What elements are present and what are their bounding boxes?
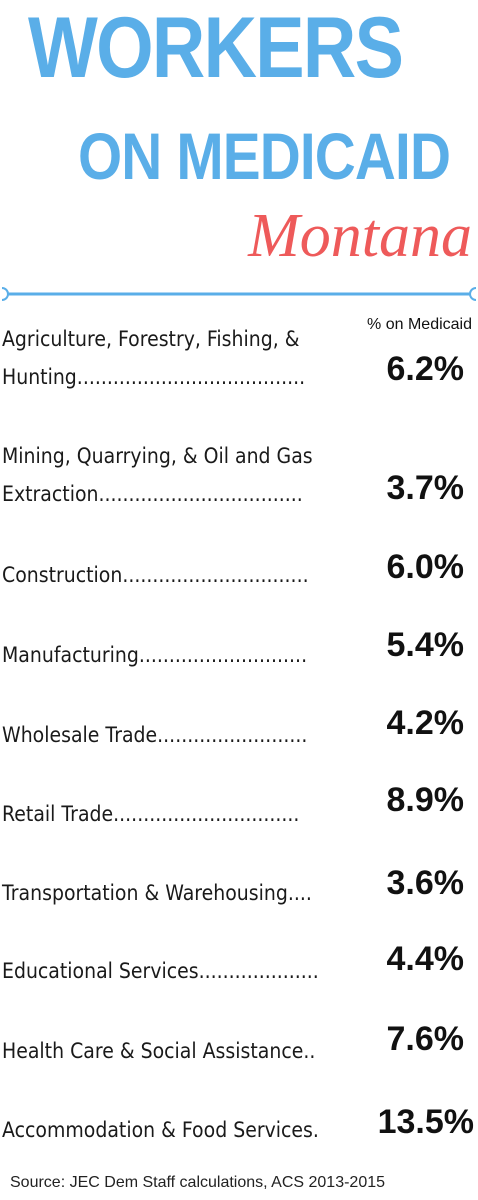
list-item: Manufacturing...........................… <box>0 626 478 676</box>
list-item: Construction............................… <box>0 548 478 596</box>
medicaid-percent: 7.6% <box>386 1020 465 1058</box>
title-state: Montana <box>248 202 472 270</box>
medicaid-percent: 4.4% <box>386 940 465 978</box>
column-header: % on Medicaid <box>367 316 472 333</box>
medicaid-percent: 4.2% <box>386 704 465 742</box>
medicaid-percent: 8.9% <box>386 781 465 819</box>
industry-label: Transportation & Warehousing.... <box>2 881 312 905</box>
list-item: Wholesale Trade.........................… <box>0 704 478 756</box>
medicaid-percent: 3.7% <box>386 469 465 507</box>
industry-label: Manufacturing...........................… <box>2 643 308 667</box>
industry-label: Accommodation & Food Services. <box>2 1118 319 1142</box>
industry-label: Wholesale Trade......................... <box>2 723 308 747</box>
medicaid-percent: 13.5% <box>377 1103 474 1141</box>
medicaid-percent: 3.6% <box>386 864 465 902</box>
industry-label-cont: Extraction..............................… <box>2 482 303 506</box>
title-on-medicaid: ON MEDICAID <box>78 119 451 193</box>
industry-label: Agriculture, Forestry, Fishing, & <box>2 327 300 351</box>
industry-label: Construction............................… <box>2 563 309 587</box>
list-item: Accommodation & Food Services. 13.5% <box>0 1103 478 1151</box>
list-item: Health Care & Social Assistance.. 7.6% <box>0 1020 478 1072</box>
industry-label: Retail Trade............................… <box>2 802 300 826</box>
medicaid-percent: 5.4% <box>386 626 465 664</box>
list-item: Agriculture, Forestry, Fishing, & Huntin… <box>0 320 478 400</box>
medicaid-percent: 6.2% <box>386 350 465 388</box>
industry-label-cont: Hunting.................................… <box>2 365 306 389</box>
list-item: Educational Services....................… <box>0 940 478 992</box>
divider-line <box>1 287 477 301</box>
industry-label: Mining, Quarrying, & Oil and Gas <box>2 444 313 468</box>
title-workers: WORKERS <box>28 0 404 96</box>
medicaid-percent: 6.0% <box>386 548 465 586</box>
list-item: Mining, Quarrying, & Oil and Gas Extract… <box>0 437 478 517</box>
industry-label: Educational Services.................... <box>2 959 319 983</box>
source-note: Source: JEC Dem Staff calculations, ACS … <box>10 1174 386 1191</box>
industry-label: Health Care & Social Assistance.. <box>2 1039 316 1063</box>
list-item: Transportation & Warehousing.... 3.6% <box>0 864 478 914</box>
list-item: Retail Trade............................… <box>0 781 478 835</box>
